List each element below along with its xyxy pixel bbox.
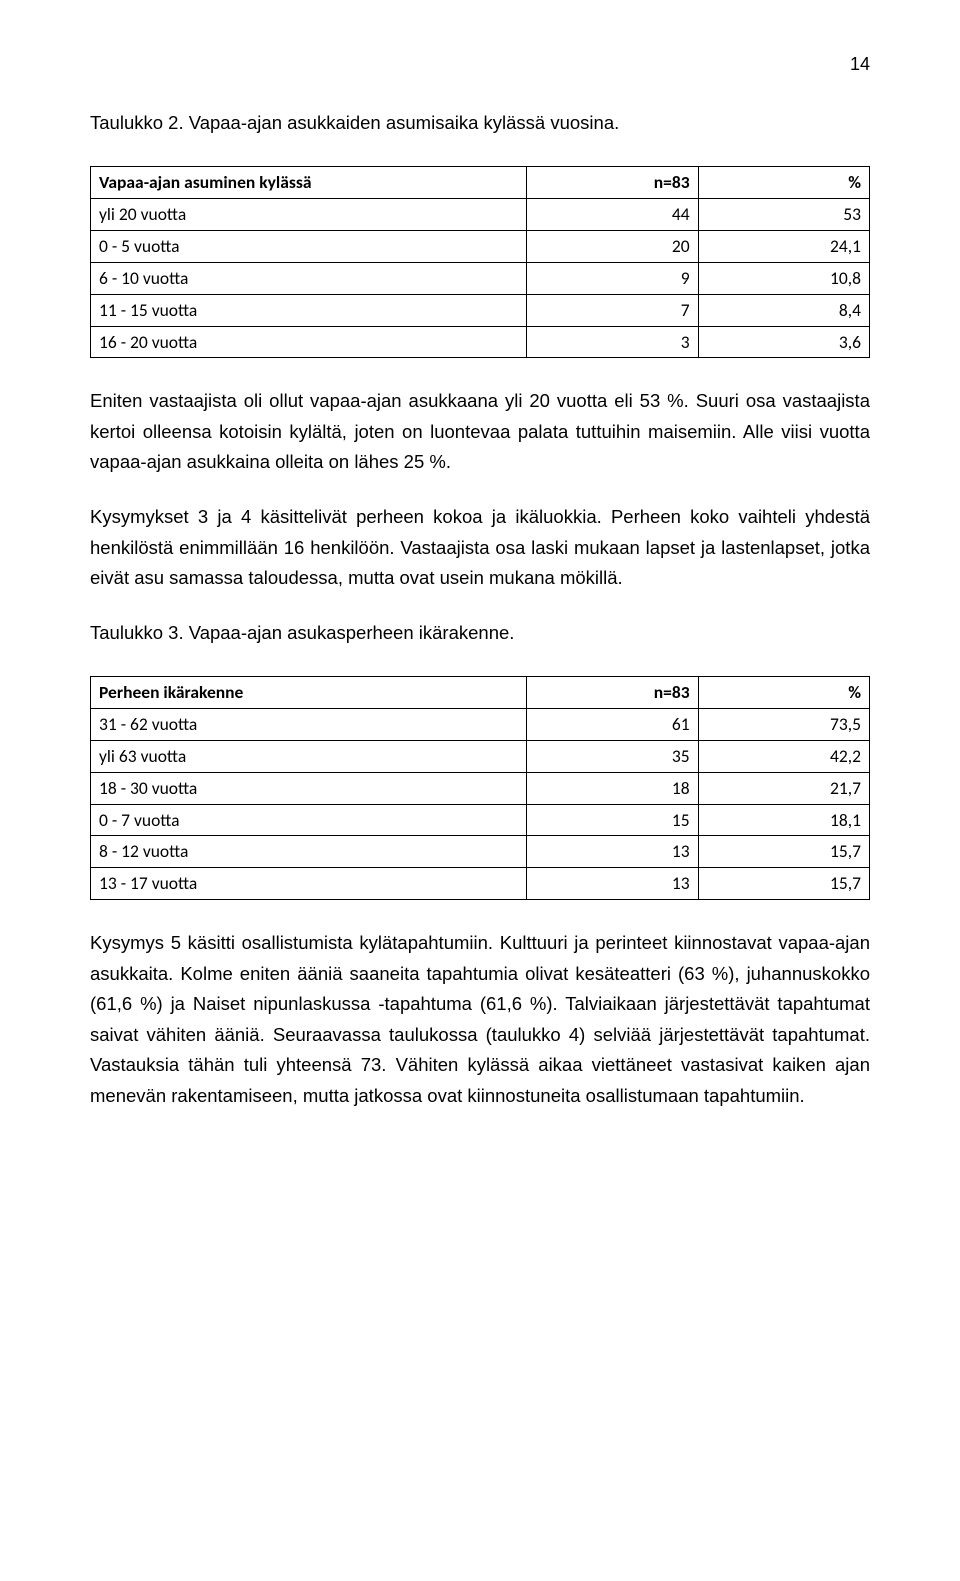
table-cell: 15,7 xyxy=(698,836,869,868)
table-cell: 18,1 xyxy=(698,804,869,836)
table-cell: 24,1 xyxy=(698,230,869,262)
table-header-row: Vapaa-ajan asuminen kylässä n=83 % xyxy=(91,167,870,199)
table-header-cell: n=83 xyxy=(527,167,698,199)
table-header-cell: % xyxy=(698,167,869,199)
table2: Perheen ikärakenne n=83 % 31 - 62 vuotta… xyxy=(90,676,870,900)
table-cell: 21,7 xyxy=(698,772,869,804)
table-cell: yli 20 vuotta xyxy=(91,199,527,231)
table-cell: 0 - 7 vuotta xyxy=(91,804,527,836)
table-header-row: Perheen ikärakenne n=83 % xyxy=(91,677,870,709)
table-cell: 6 - 10 vuotta xyxy=(91,262,527,294)
table-cell: yli 63 vuotta xyxy=(91,740,527,772)
table-cell: 0 - 5 vuotta xyxy=(91,230,527,262)
table-cell: 3 xyxy=(527,326,698,358)
table-cell: 9 xyxy=(527,262,698,294)
table-cell: 11 - 15 vuotta xyxy=(91,294,527,326)
body-paragraph: Kysymys 5 käsitti osallistumista kylätap… xyxy=(90,928,870,1111)
table-cell: 13 xyxy=(527,836,698,868)
table-cell: 13 xyxy=(527,868,698,900)
table-row: 11 - 15 vuotta78,4 xyxy=(91,294,870,326)
table-row: yli 20 vuotta4453 xyxy=(91,199,870,231)
table-cell: 10,8 xyxy=(698,262,869,294)
table-cell: 13 - 17 vuotta xyxy=(91,868,527,900)
table1: Vapaa-ajan asuminen kylässä n=83 % yli 2… xyxy=(90,166,870,358)
table-cell: 8,4 xyxy=(698,294,869,326)
table-cell: 15,7 xyxy=(698,868,869,900)
table-row: 0 - 5 vuotta2024,1 xyxy=(91,230,870,262)
table-row: 6 - 10 vuotta910,8 xyxy=(91,262,870,294)
table-header-cell: Vapaa-ajan asuminen kylässä xyxy=(91,167,527,199)
table-cell: 61 xyxy=(527,708,698,740)
table-cell: 20 xyxy=(527,230,698,262)
table-cell: 35 xyxy=(527,740,698,772)
body-paragraph: Eniten vastaajista oli ollut vapaa-ajan … xyxy=(90,386,870,478)
table-header-cell: n=83 xyxy=(527,677,698,709)
table-row: 13 - 17 vuotta1315,7 xyxy=(91,868,870,900)
table-cell: 44 xyxy=(527,199,698,231)
table-cell: 73,5 xyxy=(698,708,869,740)
table-cell: 3,6 xyxy=(698,326,869,358)
table-cell: 8 - 12 vuotta xyxy=(91,836,527,868)
page-number: 14 xyxy=(90,50,870,80)
table-cell: 31 - 62 vuotta xyxy=(91,708,527,740)
table-row: 16 - 20 vuotta33,6 xyxy=(91,326,870,358)
table-row: 8 - 12 vuotta1315,7 xyxy=(91,836,870,868)
table-cell: 16 - 20 vuotta xyxy=(91,326,527,358)
table2-caption: Taulukko 3. Vapaa-ajan asukasperheen ikä… xyxy=(90,618,870,649)
body-paragraph: Kysymykset 3 ja 4 käsittelivät perheen k… xyxy=(90,502,870,594)
table-cell: 18 - 30 vuotta xyxy=(91,772,527,804)
table-row: 31 - 62 vuotta6173,5 xyxy=(91,708,870,740)
table-cell: 42,2 xyxy=(698,740,869,772)
table-cell: 18 xyxy=(527,772,698,804)
table-cell: 15 xyxy=(527,804,698,836)
table1-caption: Taulukko 2. Vapaa-ajan asukkaiden asumis… xyxy=(90,108,870,139)
table-row: yli 63 vuotta3542,2 xyxy=(91,740,870,772)
table-header-cell: Perheen ikärakenne xyxy=(91,677,527,709)
table-row: 18 - 30 vuotta1821,7 xyxy=(91,772,870,804)
table-cell: 53 xyxy=(698,199,869,231)
table-header-cell: % xyxy=(698,677,869,709)
table-row: 0 - 7 vuotta1518,1 xyxy=(91,804,870,836)
table-cell: 7 xyxy=(527,294,698,326)
